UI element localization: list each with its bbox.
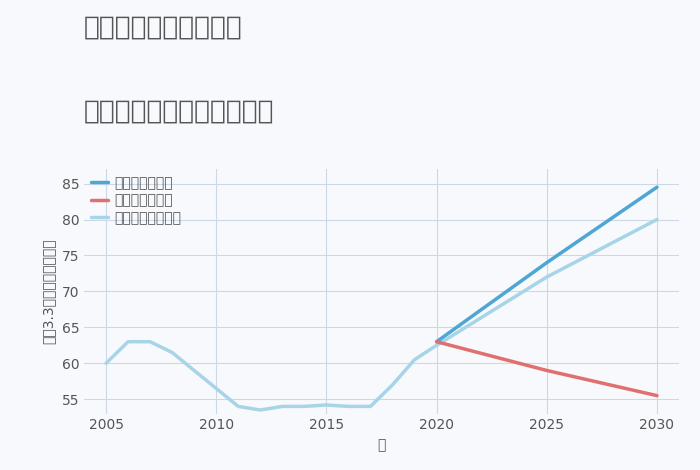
Text: 大阪府富田林市別井の: 大阪府富田林市別井の [84, 14, 243, 40]
バッドシナリオ [542, 368, 551, 373]
バッドシナリオ [653, 393, 662, 399]
ノーマルシナリオ [344, 404, 353, 409]
ノーマルシナリオ [278, 404, 286, 409]
ノーマルシナリオ [366, 404, 375, 409]
ノーマルシナリオ [389, 382, 397, 388]
ノーマルシナリオ [102, 360, 110, 366]
ノーマルシナリオ [410, 357, 419, 362]
ノーマルシナリオ [256, 407, 265, 413]
Line: バッドシナリオ: バッドシナリオ [437, 342, 657, 396]
ノーマルシナリオ [234, 404, 242, 409]
Legend: グッドシナリオ, バッドシナリオ, ノーマルシナリオ: グッドシナリオ, バッドシナリオ, ノーマルシナリオ [91, 176, 181, 225]
ノーマルシナリオ [322, 402, 330, 408]
ノーマルシナリオ [653, 217, 662, 222]
Line: ノーマルシナリオ: ノーマルシナリオ [106, 219, 657, 410]
グッドシナリオ [542, 260, 551, 266]
ノーマルシナリオ [146, 339, 154, 345]
ノーマルシナリオ [300, 404, 309, 409]
Y-axis label: 坪（3.3㎡）単価（万円）: 坪（3.3㎡）単価（万円） [42, 239, 56, 344]
Text: 中古マンションの価格推移: 中古マンションの価格推移 [84, 99, 274, 125]
ノーマルシナリオ [542, 274, 551, 280]
ノーマルシナリオ [124, 339, 132, 345]
X-axis label: 年: 年 [377, 438, 386, 452]
Line: グッドシナリオ: グッドシナリオ [437, 187, 657, 342]
バッドシナリオ [433, 339, 441, 345]
ノーマルシナリオ [168, 350, 176, 355]
グッドシナリオ [433, 339, 441, 345]
ノーマルシナリオ [433, 343, 441, 348]
グッドシナリオ [653, 184, 662, 190]
ノーマルシナリオ [212, 385, 220, 391]
ノーマルシナリオ [190, 368, 198, 373]
